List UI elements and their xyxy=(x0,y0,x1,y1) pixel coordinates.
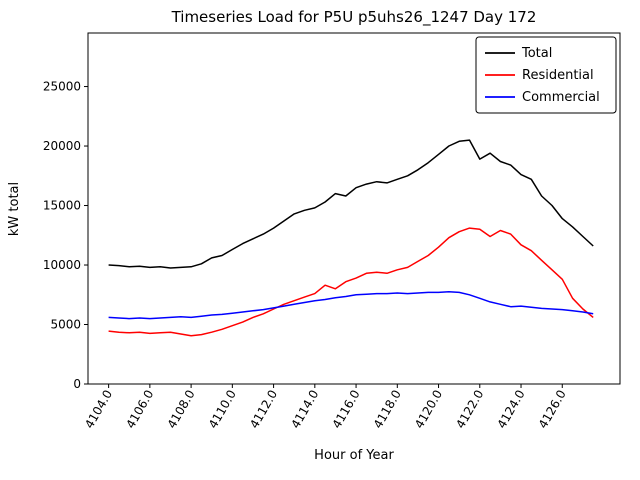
axes xyxy=(87,32,621,385)
y-tick-label: 0 xyxy=(73,377,81,391)
x-tick-label: 4120.0 xyxy=(412,388,445,431)
y-axis-label: kW total xyxy=(7,182,22,236)
x-tick-label: 4110.0 xyxy=(206,388,239,431)
x-tick-label: 4118.0 xyxy=(371,388,404,431)
legend: Total Residential Commercial xyxy=(475,36,617,114)
x-tick-label: 4112.0 xyxy=(247,388,280,431)
x-tick-label: 4116.0 xyxy=(330,388,363,431)
series-line-residential xyxy=(108,227,594,337)
y-tick-label: 15000 xyxy=(43,199,81,213)
plot-frame xyxy=(87,32,621,385)
chart-title: Timeseries Load for P5U p5uhs26_1247 Day… xyxy=(171,8,537,27)
legend-frame xyxy=(475,36,617,114)
legend-label-commercial: Commercial xyxy=(522,90,600,105)
series-line-commercial xyxy=(108,291,594,320)
x-tick-label: 4106.0 xyxy=(123,388,156,431)
y-tick-label: 20000 xyxy=(43,139,81,153)
series-lines xyxy=(108,139,594,337)
tick-labels: 4104.0 4106.0 4108.0 4110.0 4112.0 4114.0 4116… xyxy=(43,80,569,431)
y-tick-label: 10000 xyxy=(43,258,81,272)
legend-label-total: Total xyxy=(521,46,552,61)
legend-label-residential: Residential xyxy=(522,68,594,83)
series-line-total xyxy=(108,139,594,269)
x-tick-label: 4108.0 xyxy=(165,388,198,431)
y-tick-label: 5000 xyxy=(50,318,81,332)
x-tick-label: 4122.0 xyxy=(453,388,486,431)
x-tick-label: 4104.0 xyxy=(82,388,115,431)
x-axis-label: Hour of Year xyxy=(314,448,394,463)
y-tick-label: 25000 xyxy=(43,80,81,94)
x-tick-label: 4126.0 xyxy=(536,388,569,431)
x-tick-label: 4114.0 xyxy=(288,388,321,431)
x-tick-label: 4124.0 xyxy=(494,388,527,431)
